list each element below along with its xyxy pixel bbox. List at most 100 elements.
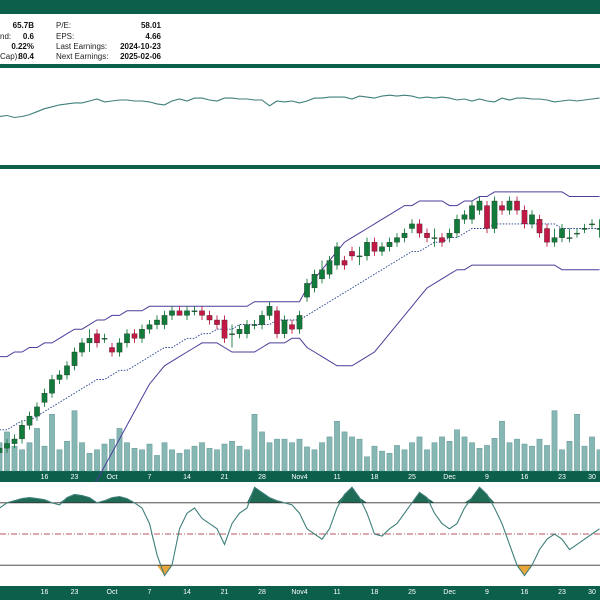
volume-bar bbox=[49, 414, 55, 472]
x-tick-label: 25 bbox=[408, 589, 416, 596]
volume-bar bbox=[491, 438, 498, 472]
stat-left-value-2: 0.22% bbox=[11, 42, 34, 51]
candle-up bbox=[529, 214, 535, 225]
volume-bar bbox=[334, 421, 340, 472]
volume-bar bbox=[184, 449, 190, 472]
x-tick-label: Dec bbox=[443, 589, 456, 596]
x-tick-label: 9 bbox=[485, 474, 489, 481]
candle-up bbox=[559, 228, 565, 238]
volume-bar bbox=[86, 453, 93, 472]
volume-bar bbox=[461, 436, 468, 472]
candle-up bbox=[386, 242, 393, 247]
bollinger-lower-band bbox=[0, 264, 600, 513]
volume-bar bbox=[266, 442, 273, 472]
x-tick-label: 21 bbox=[221, 589, 229, 596]
candle-down bbox=[206, 315, 213, 321]
volume-bar bbox=[229, 441, 235, 472]
volume-bar bbox=[236, 445, 243, 472]
x-tick-label: 23 bbox=[558, 589, 566, 596]
volume-bar bbox=[19, 449, 25, 472]
candle-up bbox=[251, 324, 258, 326]
volume-bar bbox=[221, 443, 228, 472]
volume-bar bbox=[424, 449, 430, 472]
x-tick-label: 7 bbox=[148, 589, 152, 596]
x-axis-ticks-main: 16 23 Oct 7 14 21 28 Nov4 11 18 25 Dec 9 16 23 30 bbox=[41, 474, 596, 481]
candle-down bbox=[484, 205, 490, 229]
volume-bar bbox=[64, 441, 70, 472]
stat-right-label-3: Next Earnings: bbox=[56, 52, 108, 61]
candle-down bbox=[371, 242, 378, 252]
volume-bar bbox=[311, 449, 318, 472]
volume-bar bbox=[386, 453, 393, 472]
candle-up bbox=[64, 365, 70, 376]
candle-up bbox=[41, 393, 48, 403]
volume-bar bbox=[544, 445, 550, 472]
x-tick-label: 11 bbox=[333, 474, 340, 481]
volume-bar bbox=[304, 446, 310, 472]
candle-up bbox=[326, 260, 333, 275]
candle-up bbox=[161, 315, 168, 325]
candle-up bbox=[364, 242, 370, 257]
volume-bar bbox=[319, 442, 325, 472]
x-tick-label: 16 bbox=[41, 589, 49, 596]
x-tick-label: 21 bbox=[221, 474, 229, 481]
volume-bar bbox=[206, 448, 213, 472]
volume-bar bbox=[341, 431, 348, 472]
volume-bar bbox=[326, 436, 333, 472]
rsi-line bbox=[0, 94, 600, 119]
x-axis-ticks-lower: 16 23 Oct 7 14 21 28 Nov4 11 18 25 Dec 9 16 23 30 bbox=[41, 589, 596, 596]
candle-up bbox=[184, 310, 190, 316]
bollinger-upper-band bbox=[0, 191, 600, 358]
volume-bar bbox=[26, 442, 33, 472]
candle-down bbox=[214, 319, 220, 325]
candle-down bbox=[131, 333, 138, 339]
volume-bar bbox=[214, 449, 220, 472]
stochastic-overbought-fill bbox=[0, 487, 600, 503]
candle-up bbox=[319, 269, 325, 280]
volume-bar bbox=[146, 443, 153, 472]
candle-up bbox=[11, 438, 18, 444]
stat-right-label-0: P/E: bbox=[56, 21, 71, 30]
stat-right-label-2: Last Earnings: bbox=[56, 42, 107, 51]
candle-up bbox=[266, 306, 273, 316]
volume-bar bbox=[109, 438, 115, 472]
x-tick-label: Oct bbox=[107, 474, 118, 481]
x-tick-label: 9 bbox=[485, 589, 489, 596]
stat-right-value-0: 58.01 bbox=[141, 21, 162, 30]
volume-bar bbox=[521, 443, 528, 472]
candle-up bbox=[139, 329, 145, 339]
volume-bar bbox=[244, 449, 250, 472]
stat-right-value-2: 2024-10-23 bbox=[120, 42, 161, 51]
volume-bar bbox=[11, 445, 18, 472]
candle-down bbox=[544, 228, 550, 243]
x-tick-label: 30 bbox=[588, 589, 596, 596]
volume-bar bbox=[154, 455, 160, 472]
candle-up bbox=[124, 333, 130, 344]
stat-left-value-3: 80.4 bbox=[18, 52, 34, 61]
candle-up bbox=[379, 246, 385, 252]
candle-up bbox=[454, 219, 460, 234]
candle-up bbox=[461, 214, 468, 220]
candle-up bbox=[409, 223, 415, 229]
volume-bar bbox=[484, 445, 490, 472]
volume-bar bbox=[514, 438, 520, 472]
candle-up bbox=[259, 315, 265, 325]
volume-bar bbox=[349, 436, 355, 472]
candle-down bbox=[499, 205, 505, 211]
x-tick-label: 23 bbox=[71, 589, 79, 596]
candle-down bbox=[221, 319, 228, 339]
candle-up bbox=[574, 232, 580, 235]
candle-up bbox=[506, 200, 513, 211]
candle-up bbox=[4, 443, 10, 449]
volume-bar bbox=[439, 436, 445, 472]
volume-bar bbox=[416, 436, 423, 472]
volume-bar bbox=[469, 442, 475, 472]
volume-bar bbox=[71, 410, 78, 472]
candle-up bbox=[589, 223, 595, 226]
x-tick-label: 16 bbox=[521, 474, 529, 481]
volume-bar bbox=[364, 456, 370, 472]
candle-down bbox=[439, 237, 445, 243]
volume-bar bbox=[41, 445, 48, 472]
stats-right: P/E: 58.01 EPS: 4.66 Last Earnings: 2024… bbox=[56, 21, 162, 61]
volume-bar bbox=[409, 442, 415, 472]
